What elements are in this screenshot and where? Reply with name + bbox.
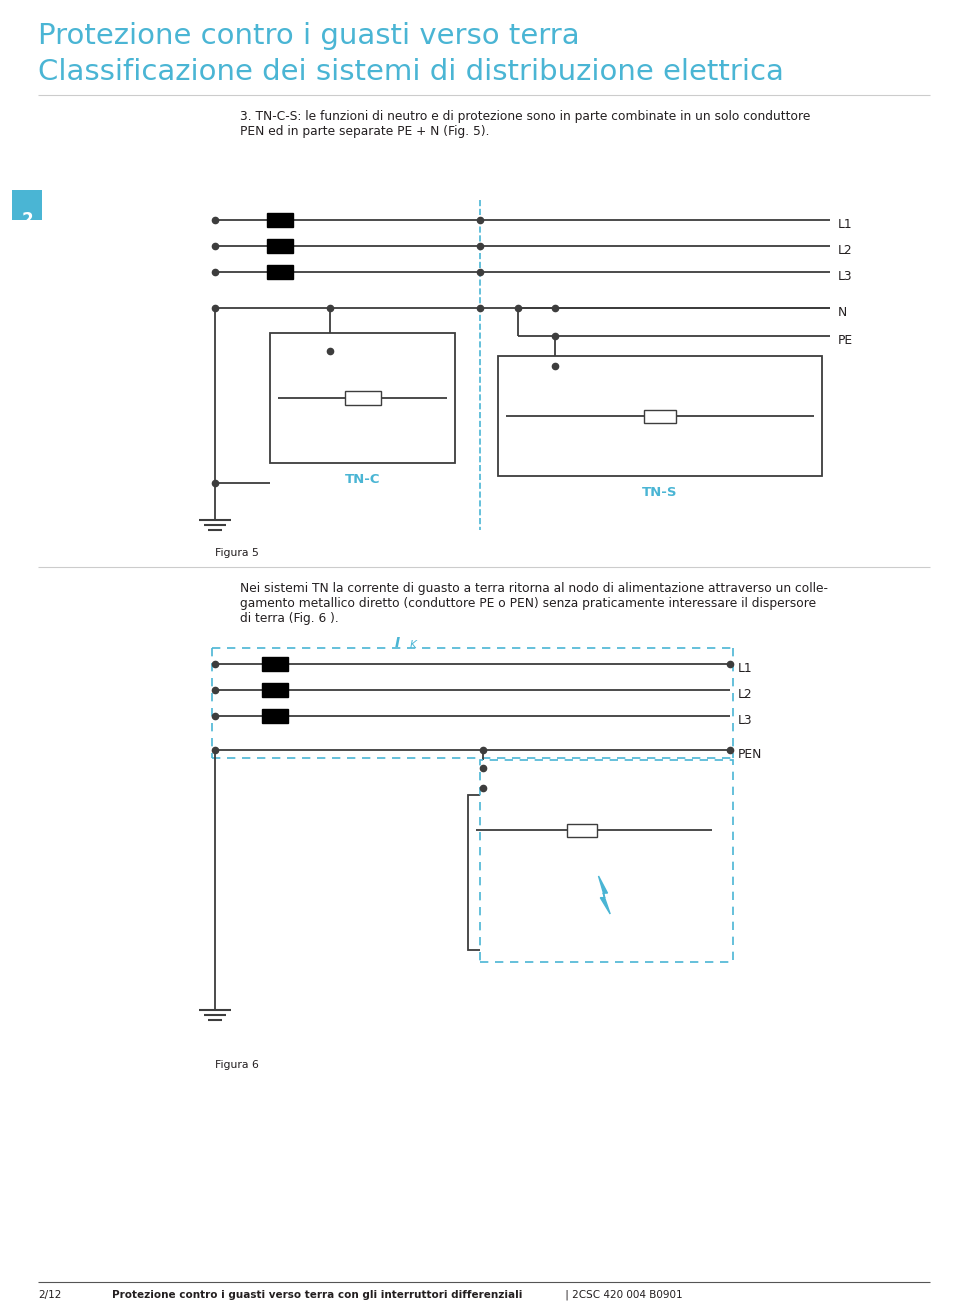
Text: N: N: [838, 307, 848, 320]
Text: | 2CSC 420 004 B0901: | 2CSC 420 004 B0901: [562, 1290, 683, 1301]
Bar: [345, 391, 380, 405]
Bar: [498, 357, 822, 476]
Text: L3: L3: [738, 714, 753, 728]
Bar: [468, 794, 720, 950]
Text: K: K: [410, 640, 417, 650]
Bar: [480, 760, 733, 962]
Polygon shape: [598, 876, 611, 914]
Text: PE: PE: [838, 334, 853, 347]
Text: Protezione contro i guasti verso terra: Protezione contro i guasti verso terra: [38, 22, 580, 50]
Text: 2/12: 2/12: [38, 1290, 61, 1301]
Text: TN-S: TN-S: [642, 486, 678, 499]
Text: L3: L3: [838, 270, 852, 283]
Bar: [262, 657, 288, 671]
Text: TN-C: TN-C: [345, 473, 380, 486]
Text: Protezione contro i guasti verso terra con gli interruttori differenziali: Protezione contro i guasti verso terra c…: [112, 1290, 522, 1301]
Text: PEN: PEN: [738, 749, 762, 762]
Text: 2: 2: [21, 211, 33, 229]
Bar: [267, 239, 293, 253]
Text: Figura 5: Figura 5: [215, 548, 259, 558]
Text: I: I: [395, 636, 400, 650]
Text: Nei sistemi TN la corrente di guasto a terra ritorna al nodo di alimentazione at: Nei sistemi TN la corrente di guasto a t…: [240, 582, 828, 625]
Bar: [567, 823, 597, 836]
Bar: [262, 709, 288, 722]
Bar: [262, 683, 288, 697]
Text: L2: L2: [738, 688, 753, 701]
Bar: [270, 333, 455, 463]
Bar: [644, 409, 676, 422]
Bar: [12, 190, 42, 220]
Text: L1: L1: [738, 662, 753, 675]
Bar: [267, 265, 293, 279]
Text: Classificazione dei sistemi di distribuzione elettrica: Classificazione dei sistemi di distribuz…: [38, 58, 784, 87]
Text: L2: L2: [838, 244, 852, 257]
Text: L1: L1: [838, 219, 852, 232]
Text: 3. TN-C-S: le funzioni di neutro e di protezione sono in parte combinate in un s: 3. TN-C-S: le funzioni di neutro e di pr…: [240, 110, 810, 138]
Text: Figura 6: Figura 6: [215, 1061, 259, 1070]
Bar: [267, 212, 293, 227]
